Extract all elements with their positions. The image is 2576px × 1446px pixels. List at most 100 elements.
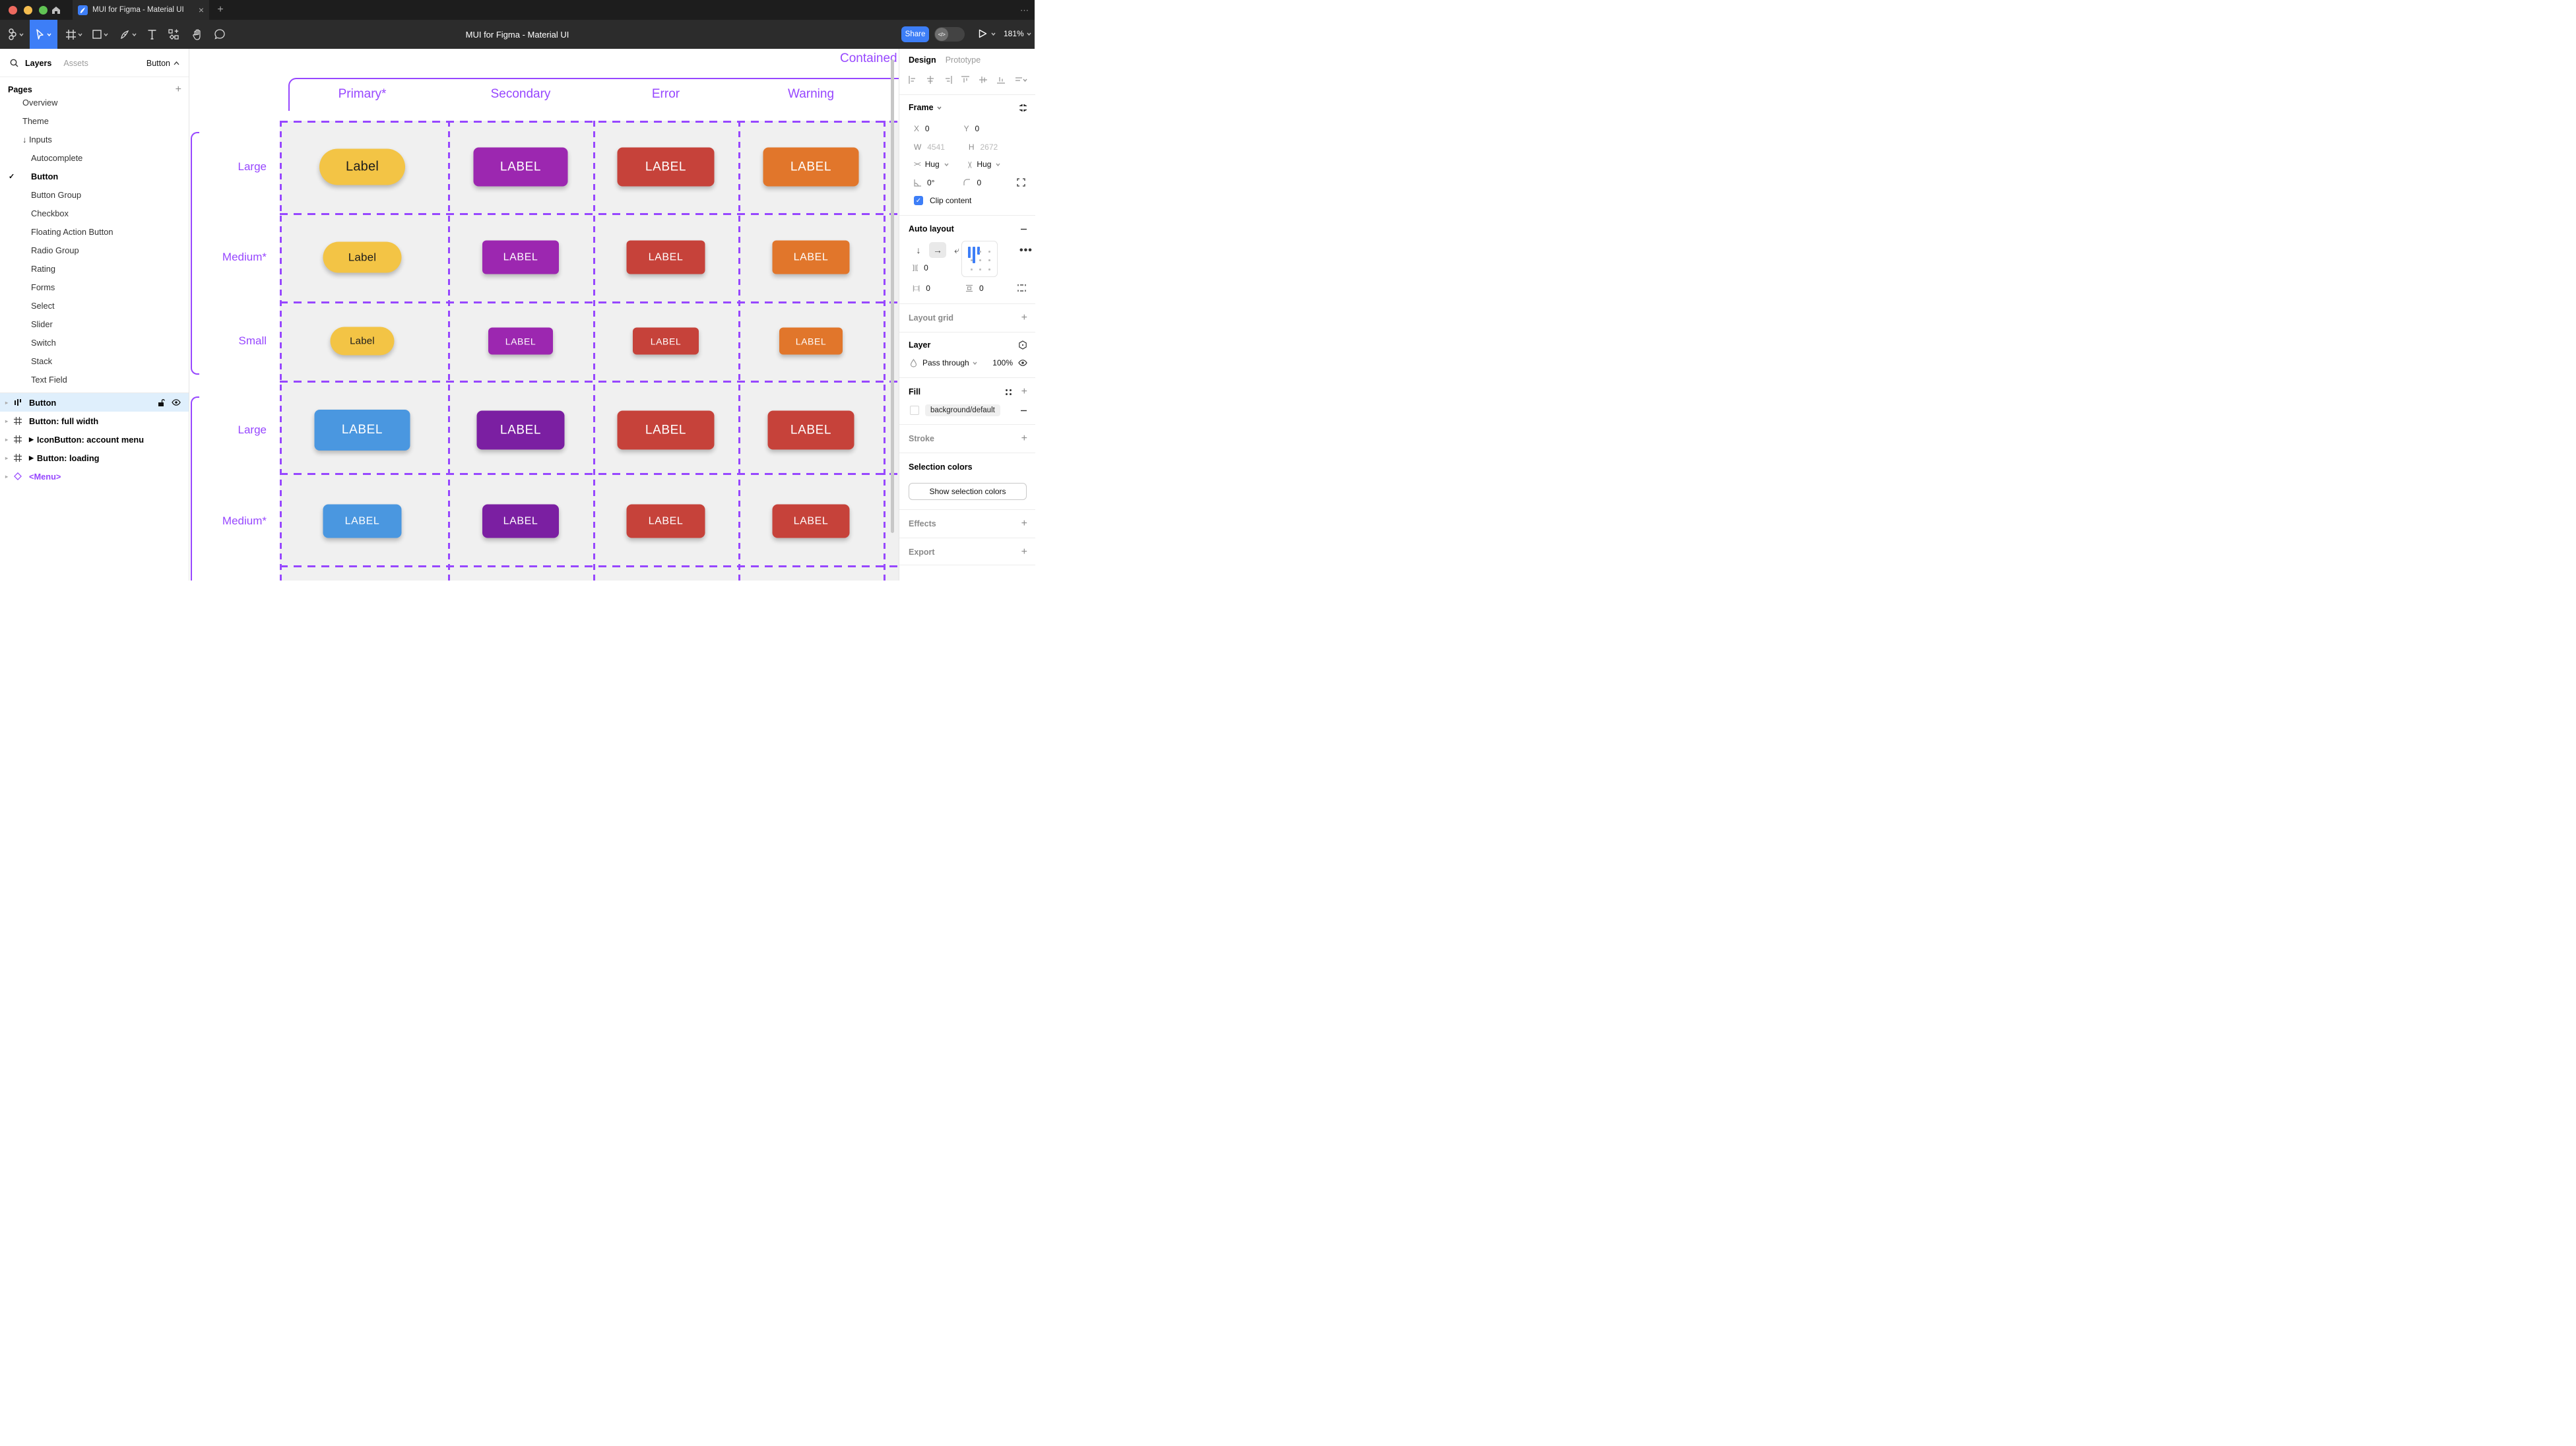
sidebar-page-theme[interactable]: Theme <box>0 111 189 130</box>
add-stroke-icon[interactable]: + <box>1021 433 1027 444</box>
button-variant-large-warning[interactable]: LABEL <box>763 147 859 187</box>
expand-chevron-icon[interactable]: ▸ <box>5 436 9 443</box>
sidebar-page-slider[interactable]: Slider <box>0 315 189 333</box>
visibility-icon[interactable] <box>1018 360 1027 366</box>
expand-chevron-icon[interactable]: ▸ <box>5 473 9 480</box>
column-header-warning[interactable]: Warning <box>787 87 835 101</box>
align-left-icon[interactable] <box>909 76 917 84</box>
fill-style-chip[interactable]: background/default <box>925 404 1000 416</box>
browser-overflow-icon[interactable]: ⋯ <box>1020 5 1029 15</box>
button-variant-large-error[interactable]: LABEL <box>617 147 715 187</box>
align-h-center-icon[interactable] <box>926 76 934 84</box>
tab-design[interactable]: Design <box>909 55 936 65</box>
height-field[interactable]: H 2672 <box>968 142 998 152</box>
sidebar-page-autocomplete[interactable]: Autocomplete <box>0 148 189 167</box>
auto-layout-alignment-widget[interactable] <box>961 241 998 277</box>
sidebar-page-overview[interactable]: Overview <box>0 93 189 111</box>
browser-tab[interactable]: MUI for Figma - Material UI × <box>73 0 209 20</box>
comment-tool-button[interactable] <box>210 20 230 49</box>
button-variant-medium-warning[interactable]: LABEL <box>772 240 850 274</box>
page-breadcrumb[interactable]: Button <box>146 49 179 77</box>
row-label-large[interactable]: Large <box>238 160 267 173</box>
align-top-icon[interactable] <box>961 76 970 84</box>
button-variant-small-warning[interactable]: LABEL <box>779 327 843 355</box>
present-button[interactable] <box>979 29 996 38</box>
auto-layout-vertical-button[interactable]: ↓ <box>916 245 921 255</box>
button-variant-medium-primary[interactable]: Label <box>323 241 402 273</box>
text-tool-button[interactable] <box>143 20 161 49</box>
hand-tool-button[interactable] <box>187 20 207 49</box>
clip-content-row[interactable]: ✓ Clip content <box>914 196 1050 205</box>
layer-row-button-full-width[interactable]: ▸ Button: full width <box>0 412 189 430</box>
button-variant-large-warning[interactable]: LABEL <box>767 410 854 450</box>
clip-content-checkbox[interactable]: ✓ <box>914 196 923 205</box>
sidebar-page-floating-action-button[interactable]: Floating Action Button <box>0 222 189 241</box>
pen-tool-button[interactable] <box>116 20 140 49</box>
share-button[interactable]: Share <box>901 26 929 42</box>
dev-mode-toggle[interactable]: </> <box>934 27 965 42</box>
document-title[interactable]: MUI for Figma - Material UI <box>465 29 569 40</box>
layer-row-button-loading[interactable]: ▸ ▶ Button: loading <box>0 449 189 467</box>
button-variant-medium-warning[interactable]: LABEL <box>772 504 850 538</box>
resources-tool-button[interactable] <box>164 20 183 49</box>
new-tab-button[interactable]: + <box>214 4 226 16</box>
button-variant-large-secondary[interactable]: LABEL <box>476 410 565 450</box>
expand-chevron-icon[interactable]: ▸ <box>5 418 9 424</box>
layer-row-button[interactable]: ▸ Button <box>0 393 189 412</box>
auto-layout-horizontal-button[interactable]: → <box>929 242 946 258</box>
sidebar-page-forms[interactable]: Forms <box>0 278 189 296</box>
add-page-icon[interactable]: + <box>175 84 181 95</box>
corner-radius-field[interactable]: 0 <box>963 178 981 187</box>
sidebar-page-inputs[interactable]: ↓ Inputs <box>0 130 189 148</box>
sidebar-page-radio-group[interactable]: Radio Group <box>0 241 189 259</box>
auto-layout-more-button[interactable]: ••• <box>1019 245 1033 256</box>
fill-styles-icon[interactable] <box>1005 389 1012 396</box>
frame-section-title[interactable]: Frame <box>909 103 934 112</box>
tab-prototype[interactable]: Prototype <box>945 55 981 65</box>
main-menu-button[interactable] <box>5 20 26 49</box>
column-header-error[interactable]: Error <box>651 87 680 101</box>
layer-opacity-field[interactable]: 100% <box>992 358 1013 367</box>
sidebar-page-button[interactable]: ✓ Button <box>0 167 189 185</box>
add-layout-grid-icon[interactable]: + <box>1021 312 1027 323</box>
independent-padding-button[interactable] <box>1017 284 1153 292</box>
fill-color-swatch[interactable] <box>910 406 919 415</box>
blend-mode-icon[interactable] <box>1018 340 1027 350</box>
add-export-icon[interactable]: + <box>1021 546 1027 557</box>
button-variant-large-error[interactable]: LABEL <box>617 410 715 450</box>
sidebar-page-rating[interactable]: Rating <box>0 259 189 278</box>
button-variant-large-primary[interactable]: Label <box>319 148 405 185</box>
row-label-large[interactable]: Large <box>238 424 267 436</box>
tab-close-icon[interactable]: × <box>198 5 204 15</box>
gap-field[interactable]: ]|[ 0 <box>913 263 928 272</box>
window-close-button[interactable] <box>9 6 17 15</box>
layer-row-iconbutton-account-menu[interactable]: ▸ ▶ IconButton: account menu <box>0 430 189 449</box>
show-selection-colors-button[interactable]: Show selection colors <box>909 483 1027 500</box>
frame-tool-button[interactable] <box>62 20 86 49</box>
add-fill-icon[interactable]: + <box>1021 386 1027 397</box>
button-variant-small-error[interactable]: LABEL <box>633 327 699 355</box>
button-variant-medium-secondary[interactable]: LABEL <box>482 240 559 274</box>
button-variant-medium-primary[interactable]: LABEL <box>323 504 402 538</box>
sidebar-page-button-group[interactable]: Button Group <box>0 185 189 204</box>
sidebar-page-checkbox[interactable]: Checkbox <box>0 204 189 222</box>
distribute-menu[interactable] <box>1015 76 1027 84</box>
independent-corners-button[interactable] <box>1017 178 1153 187</box>
collapse-frame-icon[interactable] <box>1019 104 1027 112</box>
unlock-icon[interactable] <box>158 398 165 407</box>
width-field[interactable]: W 4541 <box>914 142 945 152</box>
tab-layers[interactable]: Layers <box>25 58 52 68</box>
button-variant-medium-secondary[interactable]: LABEL <box>482 504 559 538</box>
remove-fill-icon[interactable] <box>1020 407 1027 414</box>
column-header-secondary[interactable]: Secondary <box>490 87 551 101</box>
button-variant-large-primary[interactable]: LABEL <box>314 410 410 451</box>
sidebar-page-select[interactable]: Select <box>0 296 189 315</box>
rotation-field[interactable]: 0° <box>914 178 934 187</box>
window-minimize-button[interactable] <box>24 6 32 15</box>
search-icon[interactable] <box>10 59 18 67</box>
column-header-primary[interactable]: Primary* <box>338 87 387 101</box>
align-v-center-icon[interactable] <box>979 76 988 84</box>
shape-tool-button[interactable] <box>88 20 112 49</box>
horizontal-resizing-field[interactable]: >< Hug <box>914 160 949 169</box>
vertical-padding-field[interactable]: 0 <box>965 284 1101 293</box>
